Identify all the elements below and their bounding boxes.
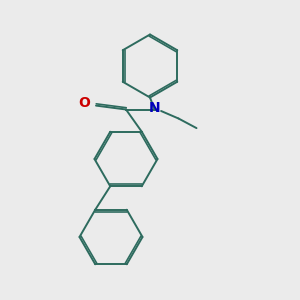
Text: N: N [149,101,160,115]
Text: O: O [78,96,90,110]
